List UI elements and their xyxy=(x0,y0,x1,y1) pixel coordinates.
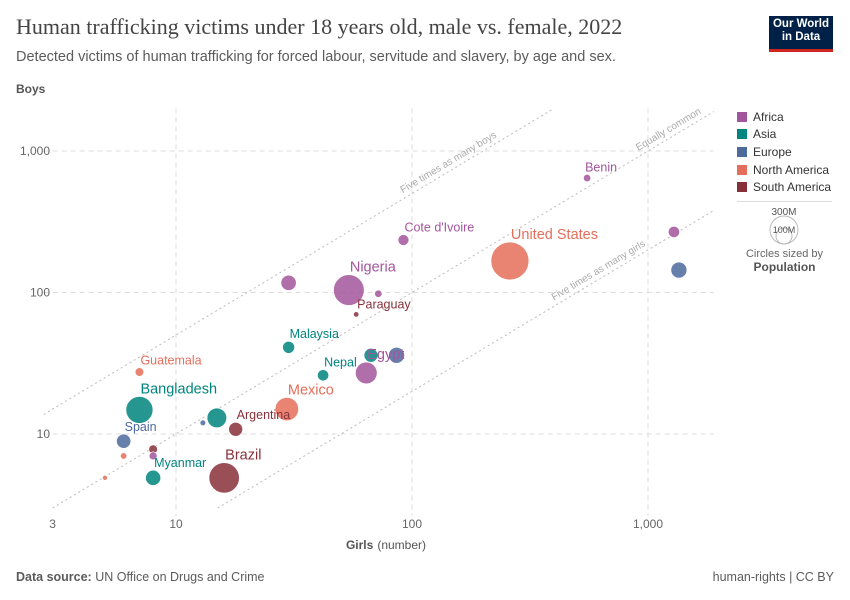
size-legend-title: Circles sized by xyxy=(745,247,824,260)
data-point[interactable] xyxy=(397,234,410,246)
legend-label: Asia xyxy=(753,127,777,142)
size-big-label: 300M xyxy=(771,207,796,218)
point-label: Bangladesh xyxy=(140,381,217,397)
point-label: Malaysia xyxy=(290,327,339,341)
legend-swatch xyxy=(737,182,747,193)
reference-line-label: Five times as many boys xyxy=(399,130,499,196)
reference-line xyxy=(52,111,715,509)
data-point[interactable] xyxy=(667,225,680,238)
data-point[interactable] xyxy=(206,407,228,429)
data-point[interactable] xyxy=(148,451,158,461)
y-axis-title: Boys xyxy=(16,82,46,96)
reference-line-label: Five times as many girls xyxy=(550,239,648,304)
logo-line: Our World xyxy=(772,18,829,30)
data-point[interactable] xyxy=(120,452,128,460)
data-point[interactable] xyxy=(282,340,296,354)
legend-item[interactable]: Europe xyxy=(737,143,832,161)
footer-source: Data source: UN Office on Drugs and Crim… xyxy=(16,570,265,584)
point-label: Egypt xyxy=(367,347,404,363)
data-point[interactable] xyxy=(333,274,365,306)
x-tick-label: 1,000 xyxy=(633,517,663,531)
data-point[interactable] xyxy=(125,396,154,424)
data-point[interactable] xyxy=(583,173,592,183)
data-point[interactable] xyxy=(134,367,145,377)
data-point[interactable] xyxy=(490,241,530,281)
data-point[interactable] xyxy=(388,346,405,364)
source-link[interactable]: UN Office on Drugs and Crime xyxy=(95,570,265,584)
point-label: Guatemala xyxy=(140,354,201,368)
size-small-label: 100M xyxy=(773,225,796,235)
point-label: Myanmar xyxy=(154,456,206,470)
x-axis-title: Girls (number) xyxy=(346,538,426,552)
reference-line-label: Equally common xyxy=(634,106,703,153)
legend-swatch xyxy=(737,146,747,157)
point-label: Brazil xyxy=(225,448,261,464)
x-tick-label: 100 xyxy=(402,517,422,531)
size-legend-var: Population xyxy=(753,259,816,274)
point-label: United States xyxy=(511,227,598,243)
data-point[interactable] xyxy=(355,361,378,385)
x-tick-label: 3 xyxy=(49,517,56,531)
legend-label: South America xyxy=(753,180,832,195)
point-label: Benin xyxy=(585,160,617,174)
legend-label: Africa xyxy=(753,109,784,124)
legend-item[interactable]: Africa xyxy=(737,108,832,126)
owid-logo[interactable]: Our World in Data xyxy=(769,16,833,52)
legend: Africa Asia Europe North America South Ameri… xyxy=(737,108,832,274)
legend-label: North America xyxy=(753,162,830,177)
reference-line xyxy=(43,107,555,415)
chart-subtitle: Detected victims of human trafficking fo… xyxy=(16,49,616,65)
point-label: Spain xyxy=(125,420,157,434)
size-legend-icon: 300M 100M xyxy=(769,207,799,245)
point-label: Paraguay xyxy=(357,298,411,312)
legend-swatch xyxy=(737,164,747,175)
footer-license[interactable]: human-rights | CC BY xyxy=(712,570,834,584)
point-label: Nigeria xyxy=(350,260,397,276)
data-point[interactable] xyxy=(363,347,379,363)
reference-line xyxy=(217,210,715,509)
legend-swatch xyxy=(737,129,747,140)
y-tick-label: 10 xyxy=(37,427,51,441)
chart-title: Human trafficking victims under 18 years… xyxy=(16,14,623,39)
data-point[interactable] xyxy=(274,396,299,422)
point-label: Argentina xyxy=(237,408,291,422)
legend-item[interactable]: Asia xyxy=(737,126,832,144)
data-point[interactable] xyxy=(208,462,240,494)
legend-item[interactable]: North America xyxy=(737,161,832,179)
data-point[interactable] xyxy=(228,421,244,437)
y-tick-label: 1,000 xyxy=(20,144,50,158)
data-point[interactable] xyxy=(116,433,132,449)
point-label: Nepal xyxy=(324,356,357,370)
y-tick-label: 100 xyxy=(30,286,50,300)
data-point[interactable] xyxy=(280,274,297,291)
data-point[interactable] xyxy=(102,474,108,481)
data-point[interactable] xyxy=(353,311,360,318)
legend-label: Europe xyxy=(753,144,792,159)
point-label: Cote d'Ivoire xyxy=(404,221,474,235)
legend-item[interactable]: South America xyxy=(737,178,832,196)
point-label: Mexico xyxy=(288,382,334,398)
source-label: Data source: xyxy=(16,570,92,584)
scatter-chart: 3 10 100 1,000 10 100 1,000 Five times as many … xyxy=(16,82,715,552)
data-point[interactable] xyxy=(374,289,383,298)
data-point[interactable] xyxy=(199,419,207,427)
data-point[interactable] xyxy=(670,261,688,279)
logo-line: in Data xyxy=(781,31,821,43)
data-point[interactable] xyxy=(145,469,162,486)
data-point[interactable] xyxy=(317,369,330,382)
x-tick-label: 10 xyxy=(169,517,183,531)
legend-swatch xyxy=(737,111,747,122)
